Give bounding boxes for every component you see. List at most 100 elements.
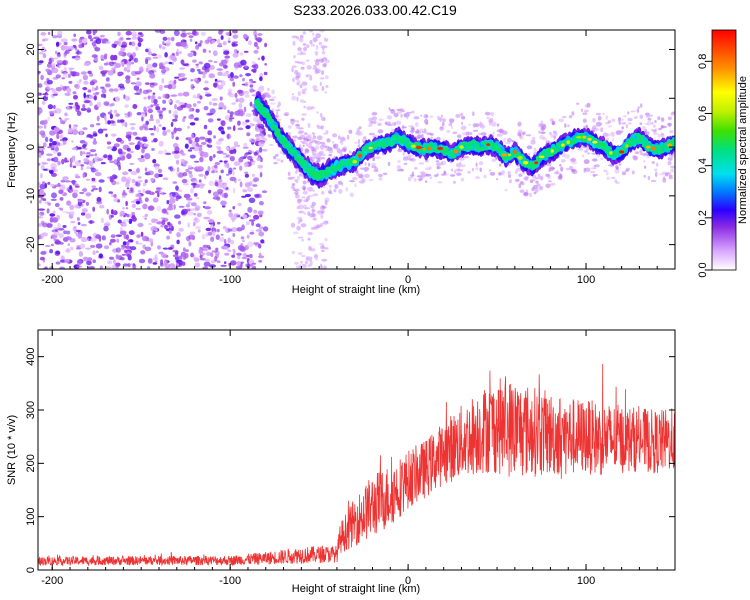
- spectrogram-noise-dot: [177, 172, 184, 178]
- spectrogram-noise-dot: [223, 105, 227, 110]
- spectrogram-noise-dot: [153, 138, 158, 143]
- spectrogram-noise-dot: [87, 109, 92, 113]
- spectrogram-noise-dot: [203, 216, 210, 220]
- spectrogram-noise-dot: [125, 241, 130, 246]
- spectrogram-noise-dot: [117, 71, 124, 76]
- spectrogram-noise-dot: [89, 81, 95, 86]
- spectrogram-noise-dot: [203, 201, 207, 205]
- spectrogram-peak: [422, 147, 426, 151]
- spectrogram-noise-dot: [68, 80, 73, 84]
- spectrogram-noise-dot: [190, 68, 195, 73]
- spectrogram-noise-dot: [180, 158, 185, 163]
- spectrogram-noise-dot: [297, 199, 302, 204]
- spectrogram-halo-dot: [642, 125, 646, 131]
- spectrogram-halo-dot: [670, 165, 675, 169]
- spectrogram-noise-dot: [192, 180, 199, 184]
- spectrogram-noise-dot: [307, 237, 311, 241]
- spectrogram-noise-dot: [242, 33, 248, 39]
- spectrogram-halo-dot: [446, 130, 451, 133]
- spectrogram-noise-dot: [231, 102, 236, 105]
- spectrogram-halo-dot: [550, 182, 556, 186]
- spectrogram-noise-dot: [166, 129, 171, 133]
- spectrogram-noise-dot: [237, 255, 241, 260]
- spectrogram-halo-dot: [352, 176, 358, 181]
- spectrogram-noise-dot: [79, 150, 83, 156]
- spectrogram-halo-dot: [550, 134, 555, 138]
- spectrogram-noise-dot: [100, 93, 106, 98]
- spectrogram-noise-dot: [63, 157, 68, 163]
- spectrogram-noise-dot: [64, 117, 70, 121]
- spectrogram-noise-dot: [124, 249, 128, 254]
- spectrogram-noise-dot: [39, 189, 45, 195]
- spectrogram-noise-dot: [197, 43, 202, 47]
- spectrogram-noise-dot: [187, 125, 190, 129]
- spectrogram-noise-dot: [75, 229, 81, 233]
- spectrogram-noise-dot: [118, 40, 121, 47]
- spectrogram-noise-dot: [110, 54, 115, 61]
- spectrogram-peak: [437, 146, 444, 151]
- spectrogram-noise-dot: [185, 197, 193, 201]
- spectrogram-noise-dot: [301, 238, 304, 242]
- spectrogram-noise-dot: [159, 65, 166, 70]
- spectrogram-noise-dot: [227, 88, 233, 93]
- spectrogram-noise-dot: [200, 31, 207, 36]
- spectrogram-noise-dot: [207, 139, 211, 142]
- spectrogram-noise-dot: [52, 210, 56, 214]
- spectrogram-noise-dot: [75, 175, 81, 179]
- spectrogram-halo-dot: [491, 158, 497, 162]
- spectrogram-halo-dot: [645, 112, 650, 116]
- spectrogram-noise-dot: [54, 146, 59, 152]
- spectrogram-noise-dot: [117, 31, 121, 37]
- spectrogram-noise-dot: [250, 122, 253, 127]
- spectrogram-ridge-cell: [462, 147, 468, 151]
- spectrogram-halo-dot: [592, 173, 599, 177]
- spectrogram-halo-dot: [409, 157, 416, 162]
- spectrogram-noise-dot: [69, 204, 75, 211]
- spectrogram-ridge-cell: [400, 135, 406, 140]
- spectrogram-halo-dot: [504, 142, 508, 145]
- spectrogram-noise-dot: [217, 146, 222, 151]
- spectrogram-noise-dot: [138, 66, 144, 73]
- spectrogram-noise-dot: [215, 234, 220, 240]
- spectrogram-noise-dot: [239, 181, 243, 188]
- spectrogram-halo-dot: [418, 179, 422, 182]
- spectrogram-noise-dot: [182, 91, 190, 97]
- spectrogram-halo-dot: [618, 163, 622, 166]
- spectrogram-halo-dot: [402, 124, 405, 130]
- spectrogram-halo-dot: [396, 165, 401, 169]
- spectrogram-noise-dot: [167, 221, 171, 225]
- spectrogram-noise-dot: [294, 261, 299, 265]
- spectrogram-noise-dot: [135, 193, 142, 198]
- spectrogram-noise-dot: [185, 168, 190, 173]
- spectrogram-peak: [486, 143, 491, 146]
- spectrogram-noise-dot: [229, 156, 235, 162]
- spectrogram-noise-dot: [324, 91, 327, 94]
- spectrogram-noise-dot: [173, 30, 180, 36]
- spectrogram-noise-dot: [228, 93, 235, 98]
- colorbar-tick-label: 0.6: [697, 106, 709, 121]
- spectrogram-noise-dot: [197, 101, 201, 104]
- spectrogram-noise-dot: [136, 180, 143, 183]
- spectrogram-halo-dot: [625, 124, 629, 129]
- spectrogram-halo-dot: [320, 205, 323, 211]
- spectrogram-halo-dot: [631, 170, 635, 175]
- spectrogram-noise-dot: [83, 72, 86, 77]
- spectrogram-noise-dot: [164, 61, 168, 65]
- spectrogram-noise-dot: [125, 37, 131, 40]
- spectrogram-noise-dot: [190, 133, 195, 139]
- spectrogram-halo-dot: [611, 176, 616, 179]
- spectrogram-ridge-cell: [483, 146, 489, 151]
- spectrogram-noise-dot: [118, 88, 125, 91]
- spectrogram-noise-dot: [145, 48, 149, 53]
- spectrogram-noise-dot: [180, 210, 186, 216]
- spectrogram-halo-dot: [375, 156, 381, 160]
- spectrogram-ridge-cell: [292, 150, 299, 156]
- spectrogram-noise-dot: [204, 174, 207, 180]
- spectrogram-halo-dot: [402, 152, 405, 156]
- spectrogram-noise-dot: [144, 153, 151, 160]
- spectrogram-halo-dot: [429, 176, 433, 180]
- spectrogram-halo-dot: [545, 183, 551, 189]
- spectrogram-peak: [352, 159, 358, 164]
- spectrogram-noise-dot: [89, 124, 95, 128]
- spectrogram-halo-dot: [326, 138, 331, 143]
